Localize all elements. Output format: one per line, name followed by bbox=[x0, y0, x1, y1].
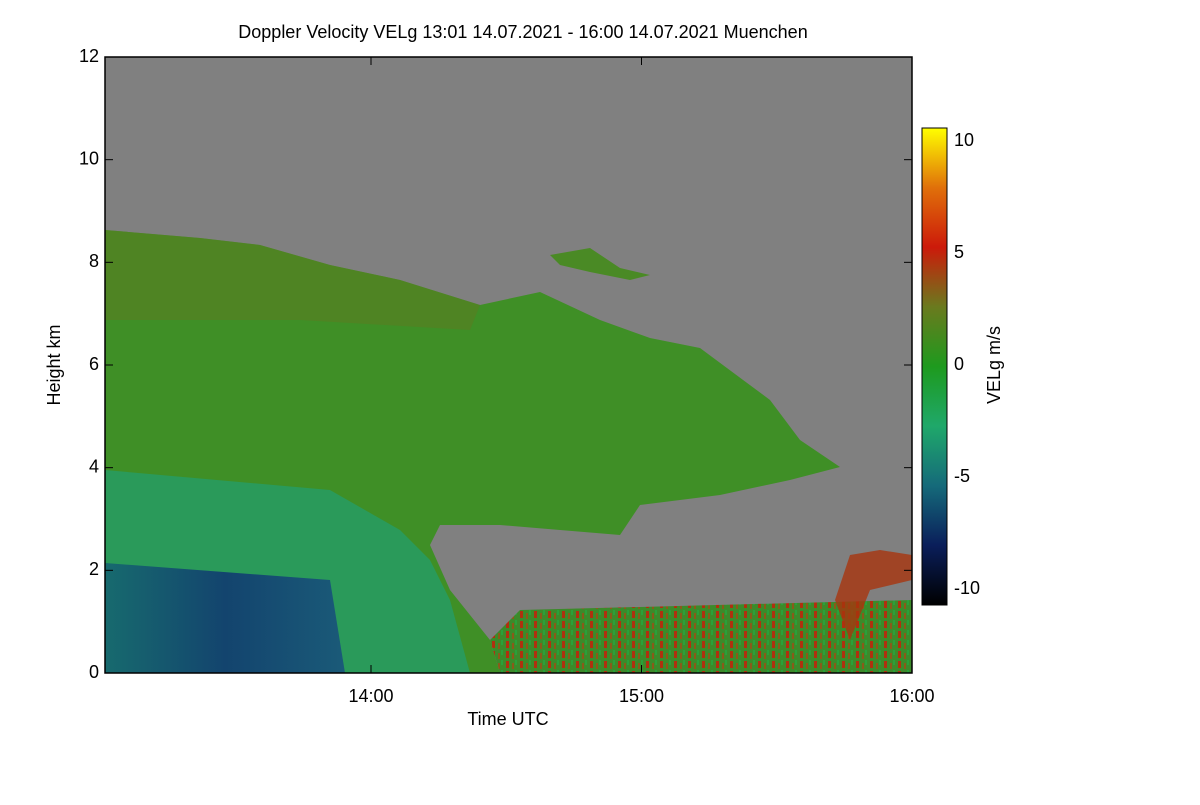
colorbar-label: VELg m/s bbox=[984, 326, 1004, 404]
y-tick-label: 6 bbox=[89, 354, 99, 374]
cloud-patch bbox=[550, 248, 650, 280]
velocity-field bbox=[105, 230, 912, 673]
colorbar-tick-label: 10 bbox=[954, 130, 974, 150]
chart-title: Doppler Velocity VELg 13:01 14.07.2021 -… bbox=[238, 22, 807, 42]
y-tick-label: 2 bbox=[89, 559, 99, 579]
y-tick-label: 10 bbox=[79, 148, 99, 168]
y-axis-label: Height km bbox=[44, 324, 64, 405]
x-tick-label: 14:00 bbox=[348, 686, 393, 706]
colorbar-tick-label: -10 bbox=[954, 578, 980, 598]
colorbar-tick-label: 0 bbox=[954, 354, 964, 374]
y-tick-label: 0 bbox=[89, 662, 99, 682]
downdraft-region bbox=[105, 563, 345, 673]
clutter-right bbox=[835, 550, 912, 640]
y-tick-label: 12 bbox=[79, 46, 99, 66]
y-tick-label: 4 bbox=[89, 456, 99, 476]
axes: 0 2 4 6 8 10 12 14:00 15:00 16:00 10 5 0 -5 -10 bbox=[79, 46, 980, 706]
colorbar bbox=[921, 127, 948, 606]
y-tick-label: 8 bbox=[89, 251, 99, 271]
colorbar-tick-label: 5 bbox=[954, 242, 964, 262]
cloud-upper bbox=[105, 230, 480, 330]
x-tick-label: 15:00 bbox=[619, 686, 664, 706]
x-tick-label: 16:00 bbox=[889, 686, 934, 706]
surface-clutter bbox=[490, 600, 912, 673]
x-axis-label: Time UTC bbox=[467, 709, 548, 729]
colorbar-tick-label: -5 bbox=[954, 466, 970, 486]
